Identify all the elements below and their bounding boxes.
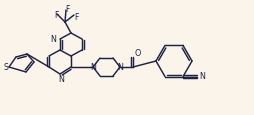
Text: F: F	[54, 11, 58, 20]
Text: O: O	[134, 49, 141, 58]
Text: F: F	[65, 5, 69, 14]
Text: N: N	[50, 34, 56, 43]
Text: N: N	[198, 71, 204, 80]
Text: F: F	[73, 12, 78, 21]
Text: S: S	[4, 63, 8, 72]
Text: N: N	[58, 74, 64, 83]
Text: N: N	[90, 63, 96, 72]
Text: N: N	[117, 63, 122, 72]
